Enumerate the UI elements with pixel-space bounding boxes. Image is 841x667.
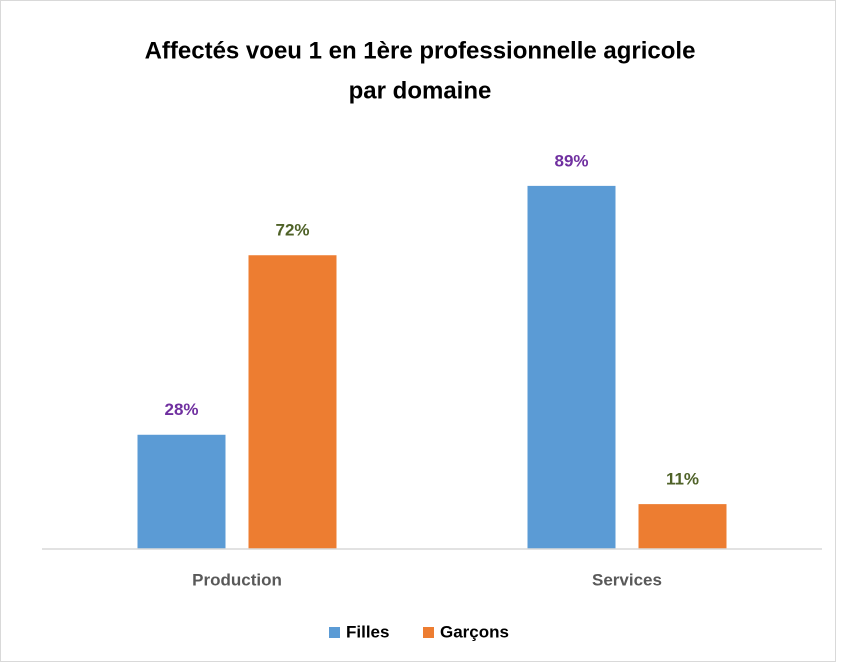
chart-title: Affectés voeu 1 en 1ère professionnelle … [145, 37, 696, 64]
data-label: 89% [554, 151, 588, 170]
bar [248, 255, 337, 550]
legend-label: Filles [346, 622, 389, 641]
chart-title: par domaine [349, 77, 492, 104]
legend-label: Garçons [440, 622, 509, 641]
legend-swatch [329, 627, 340, 638]
bar [137, 434, 226, 549]
data-label: 72% [275, 221, 309, 240]
data-label: 11% [666, 470, 699, 489]
bar [638, 504, 727, 549]
x-tick-label: Production [192, 570, 282, 589]
bar [527, 185, 616, 549]
x-tick-label: Services [592, 570, 662, 589]
data-label: 28% [164, 400, 198, 419]
legend-swatch [423, 627, 434, 638]
